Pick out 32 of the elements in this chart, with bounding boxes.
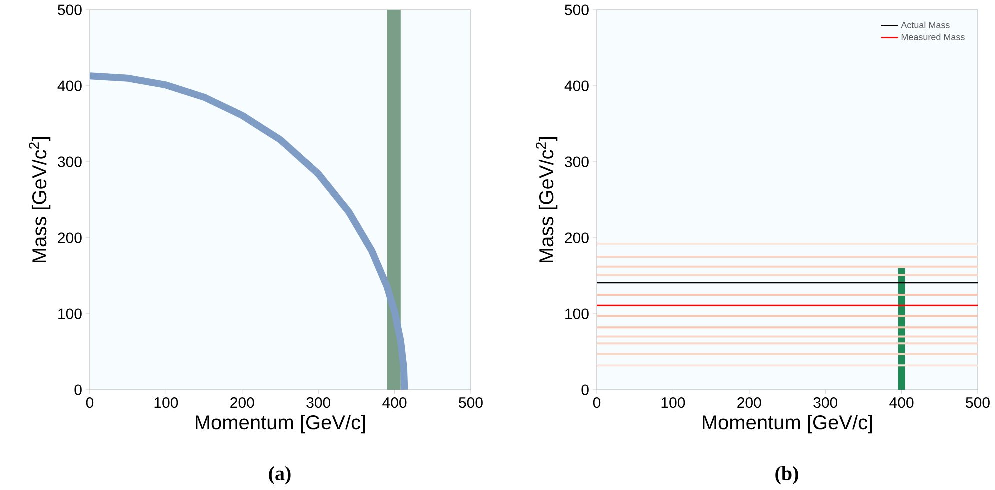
y-tick-label: 500: [58, 4, 82, 16]
text: (a): [269, 466, 291, 484]
x-tick-label: 200: [230, 398, 254, 408]
legend-label: Measured Mass: [902, 34, 965, 40]
x-tick-label: 400: [890, 398, 914, 408]
y-axis-title: Mass [GeV/c$^{2}$]: [536, 137, 558, 263]
y-tick-label: 400: [58, 80, 82, 92]
x-axis-title: Momentum [GeV/c]: [703, 414, 872, 434]
y-tick-label: 0: [74, 384, 82, 396]
y-tick-label: 400: [564, 80, 589, 92]
x-axis-title: Momentum [GeV/c]: [196, 414, 366, 434]
y-tick-label: 500: [565, 4, 589, 16]
y-tick-label: 0: [582, 384, 589, 396]
y-tick-label: 200: [58, 232, 82, 244]
x-tick-label: 300: [814, 398, 838, 408]
x-tick-label: 0: [86, 398, 94, 408]
y-tick-label: 300: [58, 156, 82, 168]
x-tick-label: 500: [966, 398, 990, 408]
y-tick-label: 100: [58, 308, 82, 320]
x-tick-label: 400: [382, 398, 407, 408]
y-axis-title: Mass [GeV/c$^{2}$]: [29, 137, 51, 263]
x-tick-label: 200: [738, 398, 762, 408]
text: (b): [776, 466, 798, 484]
y-tick-label: 200: [565, 232, 589, 244]
x-tick-label: 300: [306, 398, 331, 408]
x-tick-label: 100: [154, 398, 178, 408]
legend-label: Actual Mass: [901, 22, 950, 28]
x-tick-label: 500: [459, 398, 483, 408]
x-tick-label: 0: [593, 398, 601, 408]
x-tick-label: 100: [662, 398, 686, 408]
y-tick-label: 300: [565, 156, 589, 168]
y-tick-label: 100: [566, 308, 589, 320]
